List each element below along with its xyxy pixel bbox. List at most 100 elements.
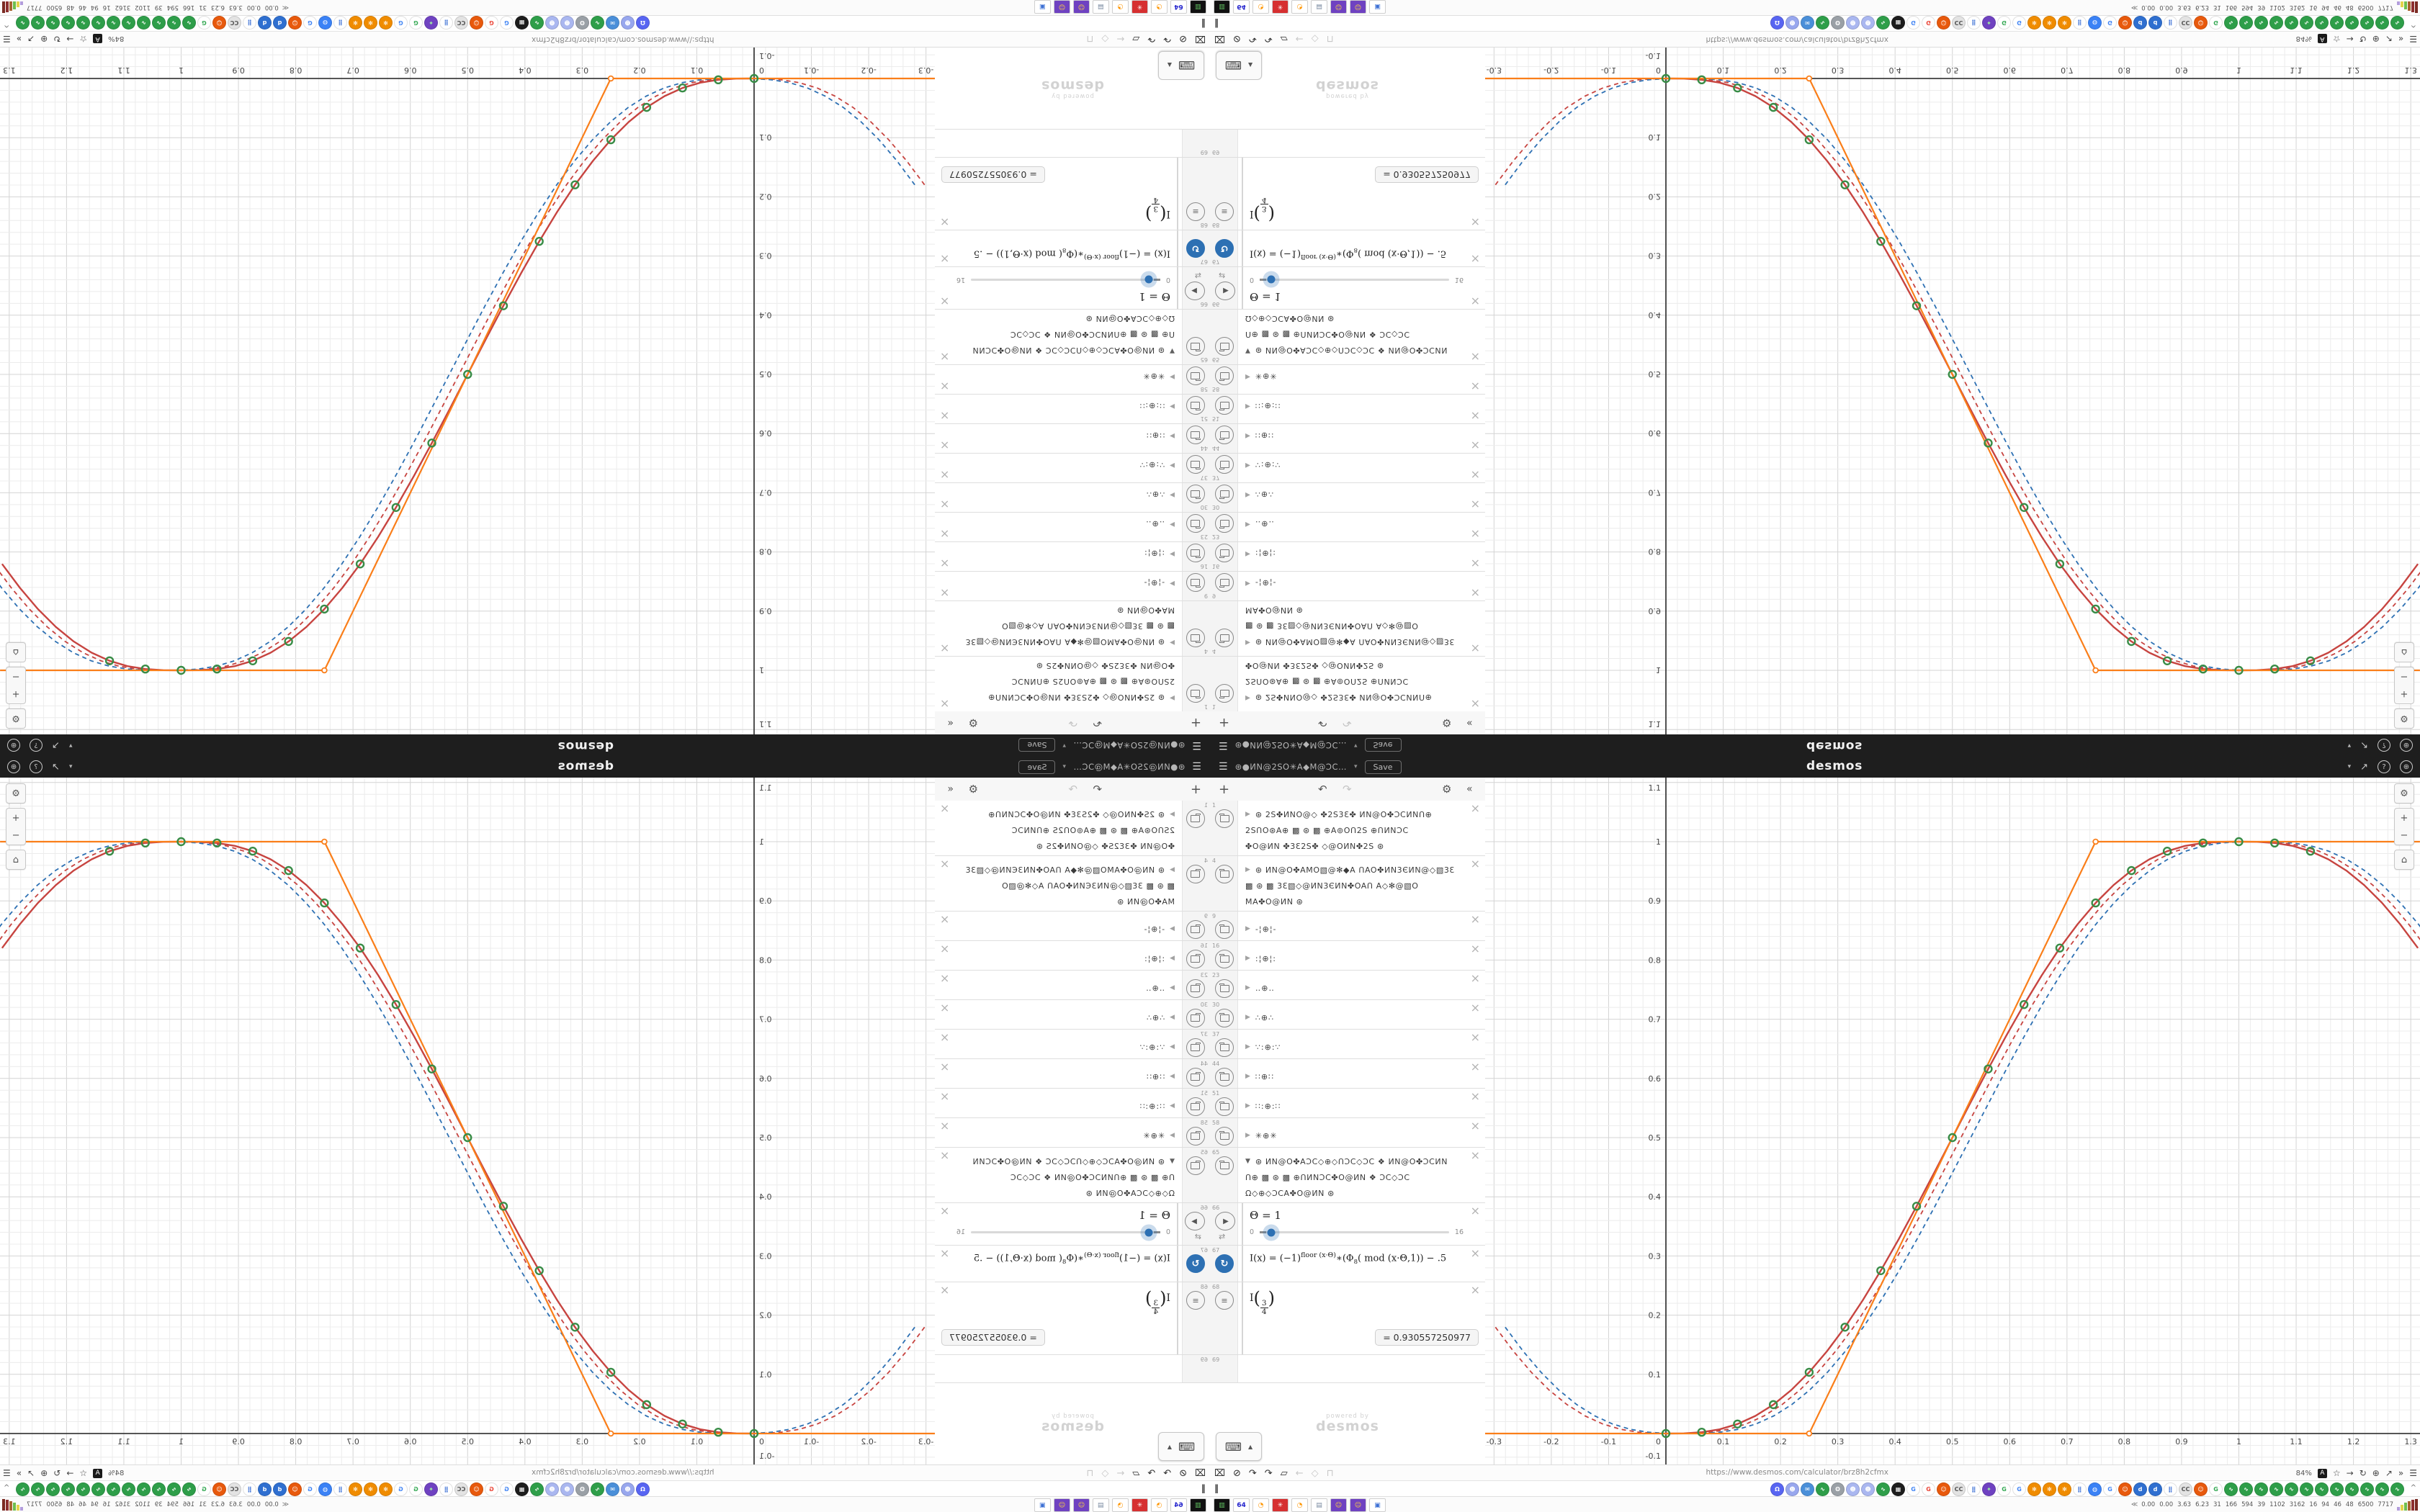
tab-desmos[interactable]: ∿: [2390, 16, 2404, 30]
folder-icon[interactable]: [1186, 544, 1205, 562]
tab-desmos[interactable]: ∿: [2360, 16, 2374, 30]
delete-row-button[interactable]: ×: [1470, 586, 1480, 600]
tab-face[interactable]: ☺: [1937, 1482, 1950, 1496]
expression-row-44[interactable]: 44 ▶ ∷⊕∷ ×: [935, 1059, 1210, 1089]
graph-canvas[interactable]: -0.3 -0.2 -0.1 0.1 0.2 0.3 0.4 0.5 0.6 0.7 0.8 0.9 1…: [0, 42, 938, 734]
folder-collapsed-icon[interactable]: ▶: [1245, 432, 1250, 439]
tab-desmos[interactable]: ∿: [182, 16, 196, 30]
folder-icon[interactable]: [1215, 514, 1234, 533]
app-monkey[interactable]: ☺: [1054, 1498, 1070, 1512]
share-icon[interactable]: ↗: [2360, 739, 2368, 751]
folder-collapsed-icon[interactable]: ▶: [1170, 1073, 1175, 1080]
folder-icon[interactable]: [1186, 809, 1205, 828]
app-firefox[interactable]: ◔: [1112, 0, 1129, 14]
tab-desmos[interactable]: ∿: [2300, 16, 2313, 30]
title-caret-icon[interactable]: ▾: [1062, 742, 1066, 749]
zoom-in-button[interactable]: +: [6, 684, 26, 704]
expression-row-51[interactable]: 51 ▶ ∷:⊕:∷ ×: [1210, 1089, 1485, 1118]
tab-google[interactable]: G: [485, 16, 498, 30]
tab-mandala[interactable]: ✻: [379, 16, 393, 30]
folder-icon[interactable]: [1215, 1038, 1234, 1057]
account-globe-icon[interactable]: ⊕: [7, 760, 20, 773]
app-terminal[interactable]: ▥: [1214, 0, 1230, 14]
desmos-logo[interactable]: desmos: [557, 739, 614, 753]
overflow-icon[interactable]: »: [2398, 34, 2404, 44]
expression-row-66[interactable]: 66 ▶ ⇄ Θ = 1 0 16 ×: [1210, 266, 1485, 309]
save-button[interactable]: Save: [1364, 738, 1402, 752]
row-body[interactable]: I(x) = (−1)floor (x·Θ)∗(Φ8( mod (x·Θ,1))…: [935, 1246, 1182, 1282]
folder-collapsed-icon[interactable]: ▶: [1245, 694, 1250, 701]
tab-face[interactable]: ☺: [2194, 16, 2208, 30]
tab-google[interactable]: G: [485, 1482, 498, 1496]
tab-person[interactable]: ☻: [545, 1482, 559, 1496]
tab-face[interactable]: ☺: [470, 1482, 483, 1496]
slider-play-button[interactable]: ▶: [1215, 1212, 1235, 1230]
expression-row-23[interactable]: 23 ▶ ‥⊕‥ ×: [935, 512, 1210, 541]
row-body[interactable]: ▶ ∴⊕∴: [935, 1000, 1182, 1029]
app-firefox[interactable]: ◔: [1291, 1498, 1308, 1512]
app-red-gear[interactable]: ✳: [1131, 0, 1148, 14]
delete-row-button[interactable]: ×: [1470, 857, 1480, 870]
delete-row-button[interactable]: ×: [940, 557, 950, 570]
tab-mandala[interactable]: ✻: [2027, 1482, 2041, 1496]
tab-chat[interactable]: ✉: [1801, 16, 1814, 30]
bookmark-star-icon[interactable]: ☆: [79, 1468, 88, 1478]
graph-settings-wrench-button[interactable]: ⚙: [6, 708, 26, 729]
edit-list-gear-button[interactable]: ⚙: [968, 716, 978, 729]
row-body[interactable]: ▶ -¦⊕¦-: [1238, 572, 1485, 600]
folder-icon[interactable]: [1186, 920, 1205, 939]
evaluation-expression[interactable]: I(3 4): [952, 1288, 1170, 1316]
tab-person[interactable]: ☻: [1861, 1482, 1875, 1496]
expression-row-58[interactable]: 58 ▶ ✳⊕✳ ×: [1210, 1118, 1485, 1148]
delete-row-button[interactable]: ×: [1470, 252, 1480, 266]
tabbar-chevron-icon[interactable]: ^: [2410, 1484, 2416, 1492]
row-body[interactable]: ▶:¦⊕¦:: [1238, 542, 1485, 571]
desmos-logo[interactable]: desmos: [557, 759, 614, 773]
app-terminal[interactable]: ▥: [1190, 0, 1206, 14]
expression-row-9[interactable]: 9 ▶ -¦⊕¦- ×: [1210, 571, 1485, 600]
folder-icon[interactable]: [1186, 1127, 1205, 1146]
tab-desmos[interactable]: ∿: [2390, 1482, 2404, 1496]
tab-grid[interactable]: ⣿: [439, 16, 453, 30]
delete-row-button[interactable]: ×: [940, 498, 950, 511]
tab-desmos[interactable]: ∿: [16, 16, 30, 30]
folder-collapsed-icon[interactable]: ▶: [1170, 1014, 1175, 1021]
row-body[interactable]: [935, 130, 1182, 157]
curve-style-icon[interactable]: ↻: [1215, 1254, 1234, 1273]
tab-wave[interactable]: ∿: [1876, 16, 1890, 30]
edit-list-gear-button[interactable]: ⚙: [1442, 783, 1452, 796]
folder-icon[interactable]: [1186, 629, 1205, 647]
app-floppy-64[interactable]: 64: [1233, 0, 1250, 14]
tab-cc[interactable]: CC: [1952, 16, 1966, 30]
default-zoom-home-button[interactable]: ⌂: [6, 850, 26, 870]
tab-face[interactable]: ☺: [2118, 16, 2132, 30]
folder-icon[interactable]: [1186, 1009, 1205, 1027]
folder-collapsed-icon[interactable]: ▶: [1245, 1014, 1250, 1021]
delete-row-button[interactable]: ×: [1470, 1119, 1480, 1133]
folder-icon[interactable]: [1215, 455, 1234, 474]
shield-icon[interactable]: ◇: [1101, 1467, 1109, 1479]
row-body[interactable]: I(x) = (−1)floor (x·Θ)∗(Φ8( mod (x·Θ,1))…: [1238, 230, 1485, 266]
row-body[interactable]: ▶ ∴⊕∴: [935, 483, 1182, 512]
expression-row-16[interactable]: 16 ▶:¦⊕¦: ×: [935, 941, 1210, 971]
save-button[interactable]: Save: [1364, 760, 1402, 774]
app-firefox[interactable]: ◔: [1151, 0, 1168, 14]
app-scroll[interactable]: ▤: [1093, 1498, 1109, 1512]
row-body[interactable]: ▶ ∴⊕∴: [1238, 1000, 1485, 1029]
menu-icon[interactable]: ☰: [2409, 34, 2417, 44]
folder-collapsed-icon[interactable]: ▶: [1245, 1102, 1250, 1110]
row-body[interactable]: ▶ ‥⊕‥: [1238, 513, 1485, 541]
delete-row-button[interactable]: ×: [940, 642, 950, 655]
app-monkey[interactable]: ☺: [1054, 0, 1070, 14]
delete-row-button[interactable]: ×: [940, 1001, 950, 1014]
tab-mandala[interactable]: ✻: [349, 1482, 362, 1496]
tab-desmos[interactable]: ∿: [122, 1482, 135, 1496]
tab-trash[interactable]: ▦: [515, 1482, 529, 1496]
folder-icon[interactable]: [1215, 396, 1234, 415]
title-caret-icon[interactable]: ▾: [1062, 763, 1066, 770]
redo-icon[interactable]: ↷: [1147, 33, 1156, 45]
expression-row-51[interactable]: 51 ▶ ∷:⊕:∷ ×: [1210, 394, 1485, 423]
delete-row-button[interactable]: ×: [940, 1060, 950, 1074]
app-red-gear[interactable]: ✳: [1131, 1498, 1148, 1512]
tab-google[interactable]: G: [2012, 1482, 2026, 1496]
